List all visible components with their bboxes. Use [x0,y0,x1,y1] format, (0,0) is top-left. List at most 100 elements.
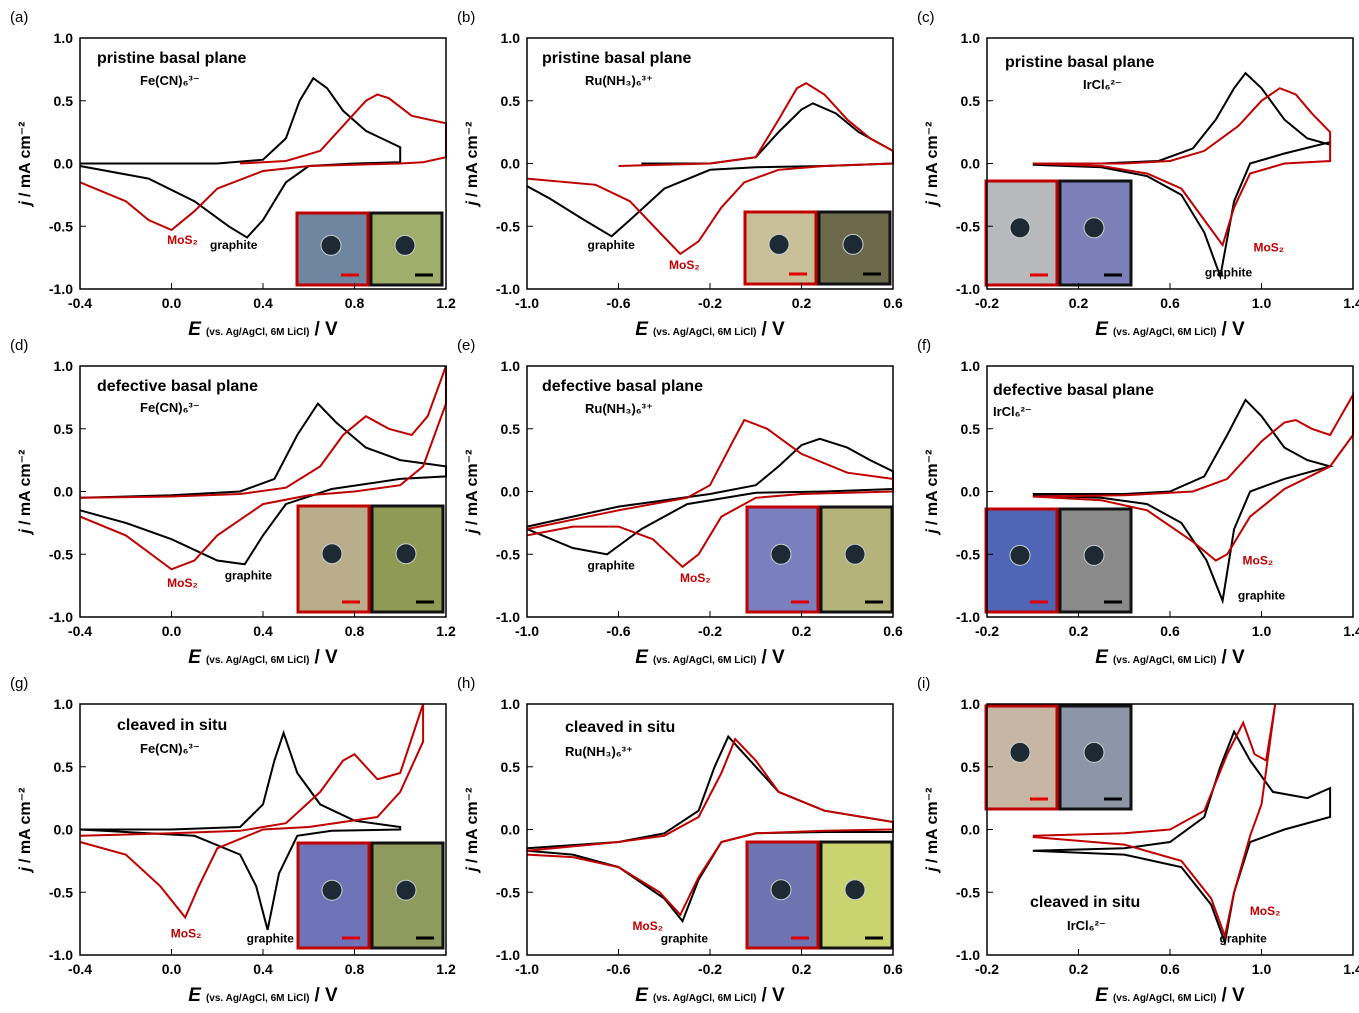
panel-label: (f) [917,337,931,354]
inset-droplet [1083,217,1105,239]
x-tick-label: 0.2 [1069,961,1089,977]
annotation: cleaved in situ [1030,894,1140,911]
y-tick-label: -0.5 [49,218,73,234]
x-label-symbol: E [635,647,649,668]
annotation: cleaved in situ [117,717,227,734]
y-tick-label: 0.0 [501,156,521,172]
y-label-unit: / mA cm⁻² [17,788,34,863]
y-tick-label: 0.5 [54,421,74,437]
series-label: MoS₂ [1250,904,1281,918]
x-tick-label: 0.6 [1160,295,1180,311]
x-label-symbol: E [188,985,202,1006]
x-label-unit: / V [761,647,785,668]
y-tick-label: 1.0 [54,696,74,712]
y-tick-label: -1.0 [49,609,73,625]
y-axis-label: j / mA cm⁻² [464,122,481,208]
y-tick-label: -1.0 [496,609,520,625]
x-tick-label: -0.6 [606,295,630,311]
y-label-symbol: j [924,866,941,873]
x-axis-label: E (vs. Ag/AgCl, 6M LiCl) / V [635,985,785,1006]
series-label: MoS₂ [680,571,711,585]
x-label-note: (vs. Ag/AgCl, 6M LiCl) [653,327,757,338]
inset-droplet [1009,741,1031,763]
cv-curve [79,93,447,232]
x-tick-label: 0.2 [792,295,812,311]
x-label-symbol: E [1095,319,1109,340]
y-tick-label: 0.0 [54,156,74,172]
series-label: MoS₂ [167,576,198,590]
y-label-symbol: j [17,866,34,873]
panel: graphite MoS₂ -1.0 -0.5 0.0 0.5 1.0 -0.2 0.2 0.6 1… [917,337,1359,668]
series-label: graphite [1238,588,1286,602]
y-label-unit: / mA cm⁻² [924,450,941,525]
y-label-symbol: j [924,528,941,535]
inset-droplet [321,543,343,565]
y-tick-label: 0.0 [54,822,74,838]
x-tick-label: -0.2 [975,623,999,639]
panel: graphite MoS₂ -1.0 -0.5 0.0 0.5 1.0 -0.4 0.0 0.4 0… [10,9,456,340]
panel: graphite MoS₂ -1.0 -0.5 0.0 0.5 1.0 -1.0 -0.6 -0.… [457,9,903,340]
panel-label: (d) [10,337,28,354]
y-tick-label: -0.5 [956,218,980,234]
x-label-note: (vs. Ag/AgCl, 6M LiCl) [1113,327,1217,338]
x-axis-label: E (vs. Ag/AgCl, 6M LiCl) / V [1095,647,1245,668]
x-tick-label: 0.8 [345,623,365,639]
inset-droplet [1009,217,1031,239]
x-label-unit: / V [761,985,785,1006]
series-label: MoS₂ [1243,553,1274,567]
inset-droplet [768,233,790,255]
annotation: Fe(CN)₆³⁻ [140,741,200,756]
inset-droplet [395,879,417,901]
annotation: IrCl₆²⁻ [993,404,1032,419]
y-label-symbol: j [924,200,941,207]
y-tick-label: -1.0 [49,947,73,963]
annotation: Fe(CN)₆³⁻ [140,73,200,88]
x-tick-label: -0.4 [68,623,92,639]
x-label-note: (vs. Ag/AgCl, 6M LiCl) [206,655,310,666]
x-axis-label: E (vs. Ag/AgCl, 6M LiCl) / V [1095,319,1245,340]
series-label: graphite [210,238,258,252]
inset-droplet [1083,544,1105,566]
y-label-symbol: j [17,200,34,207]
y-tick-label: 0.0 [961,156,981,172]
inset-droplet [395,543,417,565]
x-axis-label: E (vs. Ag/AgCl, 6M LiCl) / V [635,647,785,668]
y-tick-label: -1.0 [49,281,73,297]
y-tick-label: 0.0 [54,484,74,500]
y-tick-label: 1.0 [961,30,981,46]
y-axis-label: j / mA cm⁻² [17,450,34,536]
y-tick-label: 1.0 [501,696,521,712]
x-tick-label: -0.2 [975,961,999,977]
series-label: MoS₂ [167,233,198,247]
x-label-symbol: E [188,319,202,340]
x-tick-label: -0.6 [606,961,630,977]
annotation: Ru(NH₃)₆³⁺ [585,73,653,88]
y-axis-label: j / mA cm⁻² [17,122,34,208]
series-label: graphite [588,558,636,572]
y-tick-label: 1.0 [54,30,74,46]
x-tick-label: 0.0 [162,295,182,311]
inset-photo [295,211,370,287]
y-label-unit: / mA cm⁻² [17,450,34,525]
x-tick-label: 1.4 [1343,295,1359,311]
series-label: MoS₂ [669,258,700,272]
y-label-unit: / mA cm⁻² [464,450,481,525]
x-label-unit: / V [1221,647,1245,668]
x-tick-label: 1.2 [436,623,456,639]
x-tick-label: 1.0 [1252,295,1272,311]
series-label: graphite [1205,265,1253,279]
x-axis-label: E (vs. Ag/AgCl, 6M LiCl) / V [1095,985,1245,1006]
x-tick-label: 0.0 [162,961,182,977]
x-label-unit: / V [314,647,338,668]
y-tick-label: 0.5 [54,93,74,109]
inset-photo [745,840,820,950]
inset-droplet [1083,741,1105,763]
inset-droplet [770,879,792,901]
x-tick-label: 0.6 [883,961,903,977]
panel: graphite MoS₂ -1.0 -0.5 0.0 0.5 1.0 -0.4 0.0 0.4 0… [10,675,456,1006]
x-label-note: (vs. Ag/AgCl, 6M LiCl) [1113,655,1217,666]
y-label-unit: / mA cm⁻² [924,122,941,197]
x-label-unit: / V [1221,319,1245,340]
annotation: Ru(NH₃)₆³⁺ [585,401,653,416]
